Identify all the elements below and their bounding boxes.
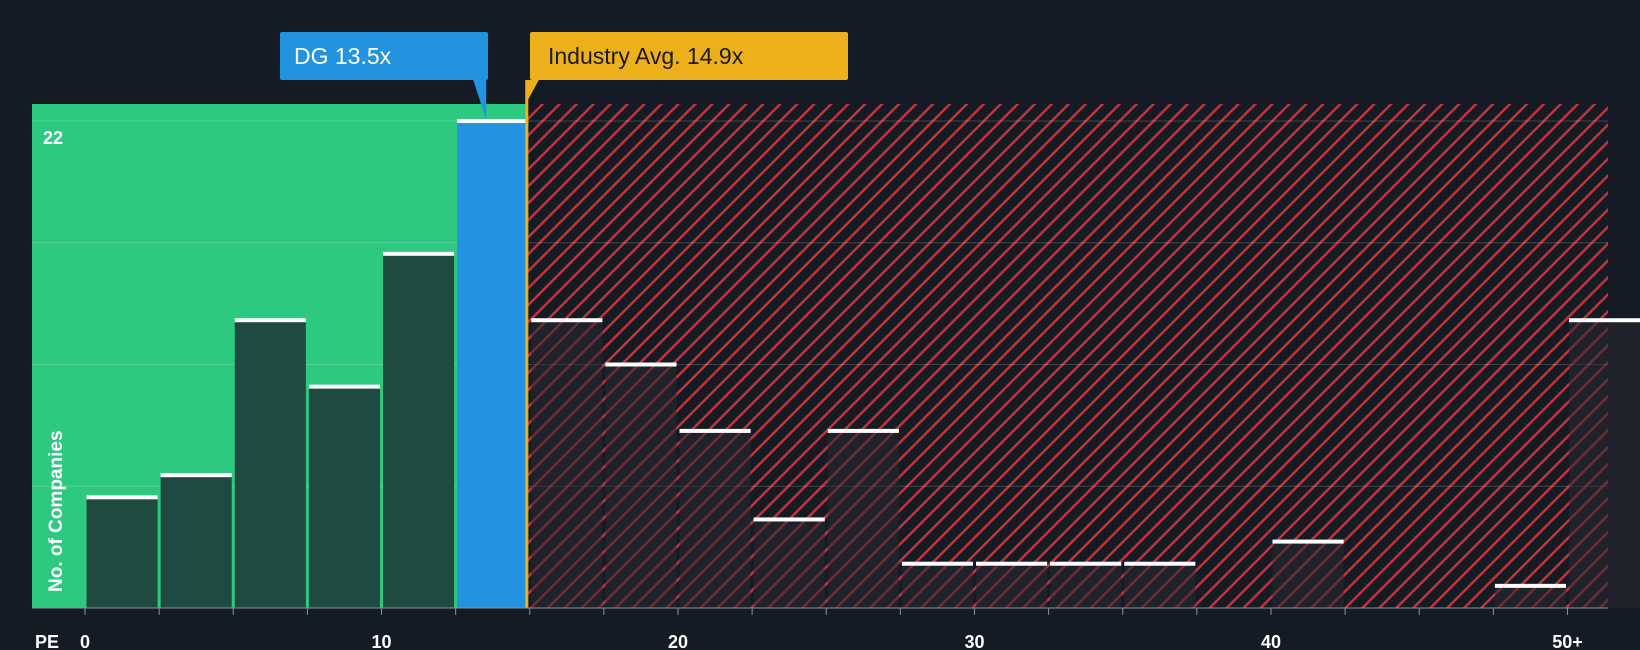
y-tick-label: 22 <box>43 128 63 148</box>
bar-cap-9 <box>753 517 825 522</box>
company-callout-pointer <box>473 80 487 120</box>
industry-avg-callout: Industry Avg. 14.9x <box>530 32 848 80</box>
company-pe-callout: DG 13.5x <box>280 32 488 80</box>
x-tick-label-30: 30 <box>964 632 984 650</box>
x-tick-label-10: 10 <box>371 632 391 650</box>
bar-cap-20 <box>1569 318 1640 323</box>
bar-9 <box>753 519 825 608</box>
bar-cap-11 <box>901 561 973 566</box>
bar-cap-6 <box>531 318 603 323</box>
bar-7 <box>605 364 677 608</box>
bar-11 <box>901 563 973 608</box>
bar-cap-8 <box>679 428 751 433</box>
bar-cap-14 <box>1124 561 1196 566</box>
bar-cap-12 <box>976 561 1048 566</box>
bar-12 <box>976 563 1048 608</box>
bar-cap-3 <box>308 384 380 389</box>
bar-4 <box>383 253 455 608</box>
bar-10 <box>827 430 899 608</box>
bar-0 <box>86 497 158 608</box>
bar-cap-4 <box>383 251 455 256</box>
bar-cap-7 <box>605 362 677 367</box>
bar-cap-10 <box>827 428 899 433</box>
x-tick-label-0: 0 <box>80 632 90 650</box>
y-axis-title: No. of Companies <box>46 430 67 592</box>
bar-20 <box>1569 320 1640 608</box>
bar-6 <box>531 320 603 608</box>
bars <box>86 119 1640 608</box>
bar-1 <box>160 475 232 608</box>
bar-cap-0 <box>86 495 158 500</box>
bar-cap-13 <box>1050 561 1122 566</box>
bar-cap-5 <box>457 119 529 123</box>
bar-cap-19 <box>1494 583 1566 588</box>
x-axis-ticks: 0 10 20 30 40 50+ <box>80 608 1583 650</box>
bar-2 <box>234 320 306 608</box>
x-tick-label-40: 40 <box>1261 632 1281 650</box>
bar-3 <box>308 386 380 608</box>
bar-13 <box>1050 563 1122 608</box>
x-tick-label-20: 20 <box>668 632 688 650</box>
x-axis-title: PE <box>35 632 59 650</box>
bar-14 <box>1124 563 1196 608</box>
bar-5 <box>457 121 529 608</box>
bar-16 <box>1272 541 1344 608</box>
bar-cap-2 <box>234 318 306 323</box>
bar-19 <box>1494 585 1566 608</box>
bar-8 <box>679 430 751 608</box>
value-markers <box>473 80 539 608</box>
x-tick-label-50plus: 50+ <box>1552 632 1583 650</box>
bar-cap-16 <box>1272 539 1344 544</box>
bar-cap-1 <box>160 473 232 478</box>
industry-callout-pointer <box>525 80 539 104</box>
